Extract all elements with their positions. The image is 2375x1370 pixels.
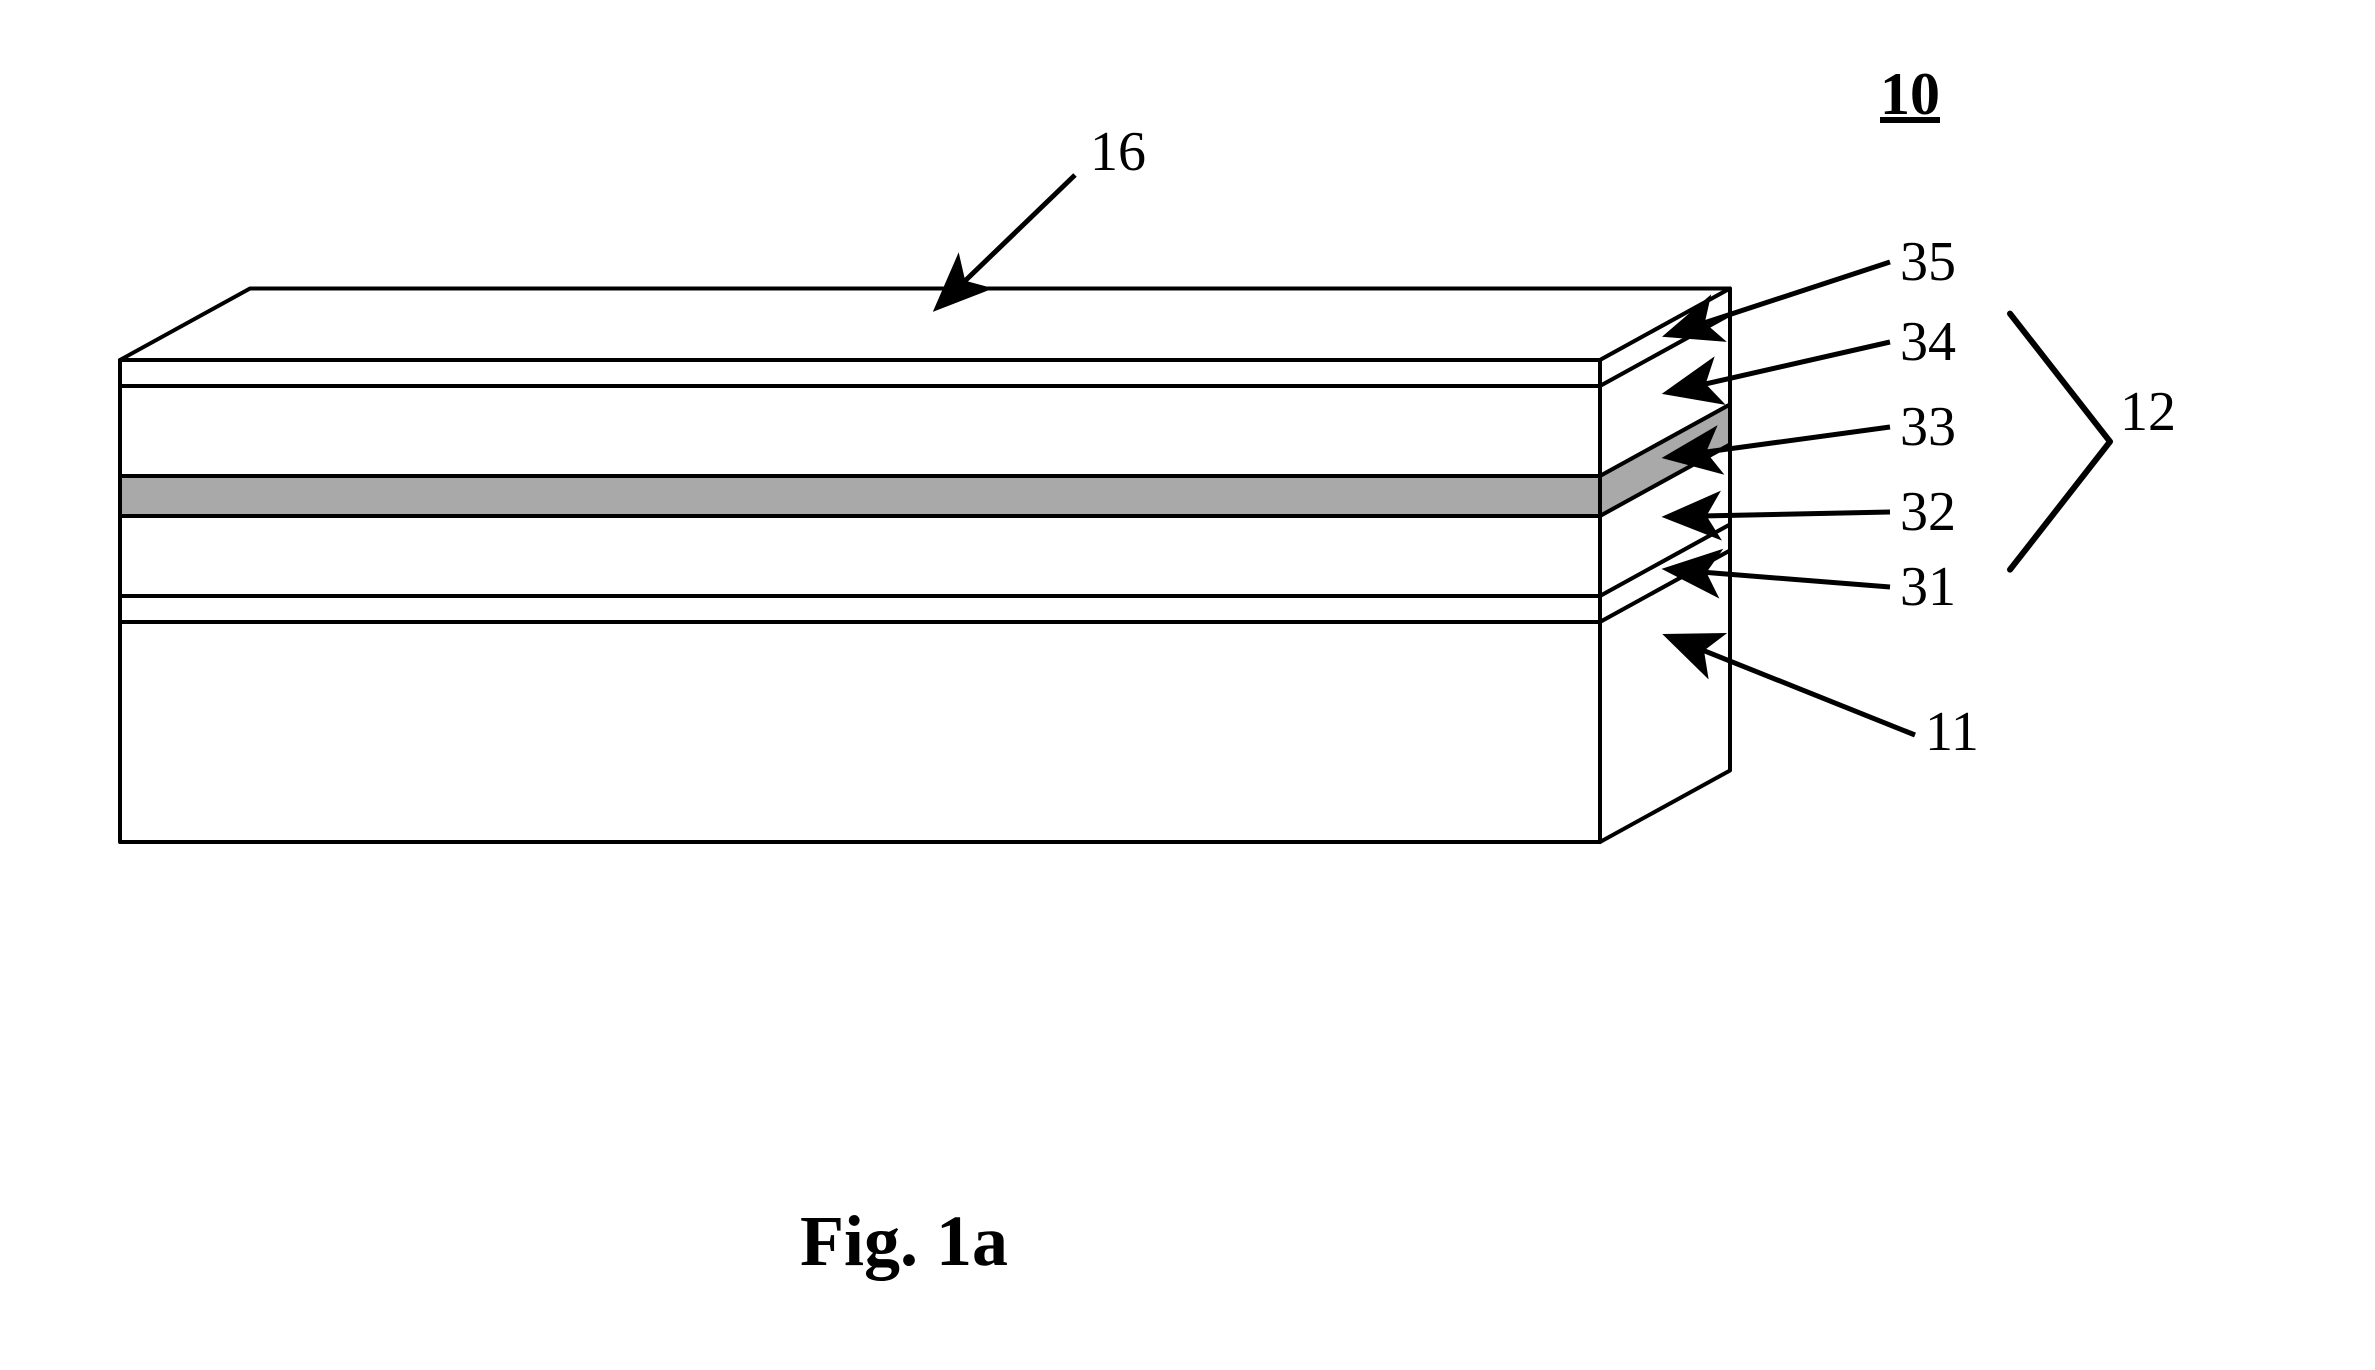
base-label: 11: [1925, 700, 1979, 764]
group-label: 12: [2120, 380, 2176, 444]
top-surface-label: 16: [1090, 120, 1146, 184]
layer-label-32: 32: [1900, 480, 1956, 544]
layer-label-35: 35: [1900, 230, 1956, 294]
layer-label-33: 33: [1900, 395, 1956, 459]
figure-stage: 10 16 35 34 33 32 31 12 11 Fig. 1a: [0, 0, 2375, 1370]
layer-label-31: 31: [1900, 555, 1956, 619]
layer-label-34: 34: [1900, 310, 1956, 374]
diagram-svg: [0, 0, 2375, 1370]
figure-caption: Fig. 1a: [800, 1200, 1008, 1283]
figure-id-label: 10: [1880, 60, 1940, 129]
